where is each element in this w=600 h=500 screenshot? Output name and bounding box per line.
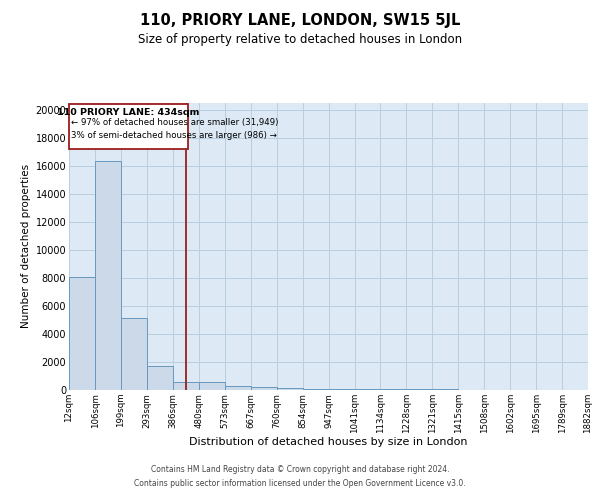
Bar (355, 389, 380, 390)
Text: 110 PRIORY LANE: 434sqm: 110 PRIORY LANE: 434sqm (57, 108, 200, 117)
Bar (277, 388, 302, 390)
Bar (380, 389, 406, 390)
Text: Contains HM Land Registry data © Crown copyright and database right 2024.
Contai: Contains HM Land Registry data © Crown c… (134, 466, 466, 487)
Y-axis label: Number of detached properties: Number of detached properties (22, 164, 31, 328)
X-axis label: Distribution of detached houses by size in London: Distribution of detached houses by size … (189, 438, 468, 448)
Bar (251, 388, 277, 390)
Bar (199, 382, 224, 390)
Bar (173, 382, 199, 390)
Bar (147, 366, 173, 390)
Text: ← 97% of detached houses are smaller (31,949): ← 97% of detached houses are smaller (31… (71, 118, 278, 127)
Text: Size of property relative to detached houses in London: Size of property relative to detached ho… (138, 32, 462, 46)
Bar (224, 386, 251, 390)
Bar (95, 162, 121, 390)
Text: 3% of semi-detached houses are larger (986) →: 3% of semi-detached houses are larger (9… (71, 130, 277, 140)
Bar (329, 389, 355, 390)
Bar (302, 388, 329, 390)
Text: 110, PRIORY LANE, LONDON, SW15 5JL: 110, PRIORY LANE, LONDON, SW15 5JL (140, 12, 460, 28)
Bar (121, 318, 147, 390)
Bar (69, 104, 188, 149)
Bar (69, 277, 95, 390)
